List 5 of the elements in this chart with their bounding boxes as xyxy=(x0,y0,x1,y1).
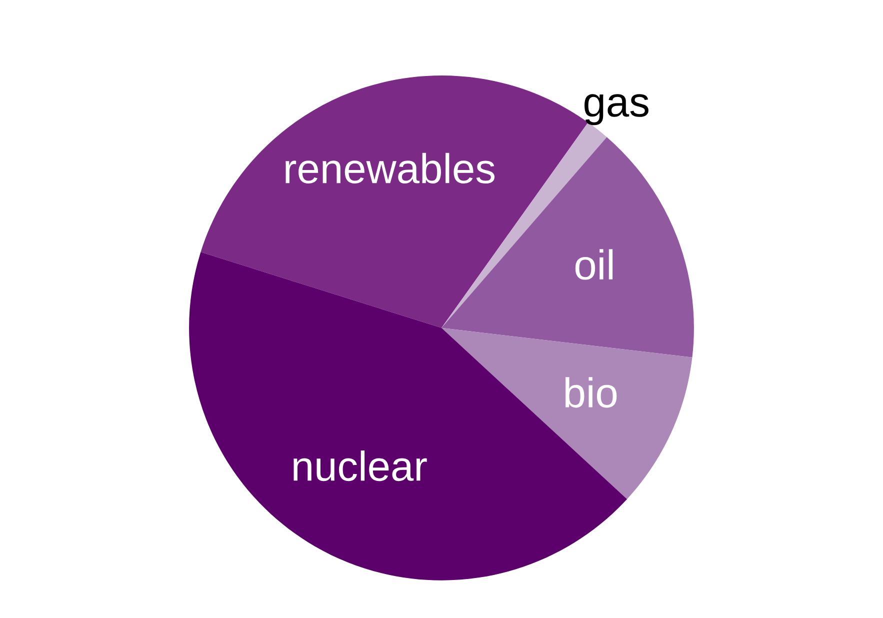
slice-label: gas xyxy=(584,94,648,126)
slice-label: renewables xyxy=(286,152,494,184)
slice-label: oil xyxy=(575,249,613,280)
slice-label: nuclear xyxy=(294,450,427,482)
slice-label: bio xyxy=(565,377,617,408)
